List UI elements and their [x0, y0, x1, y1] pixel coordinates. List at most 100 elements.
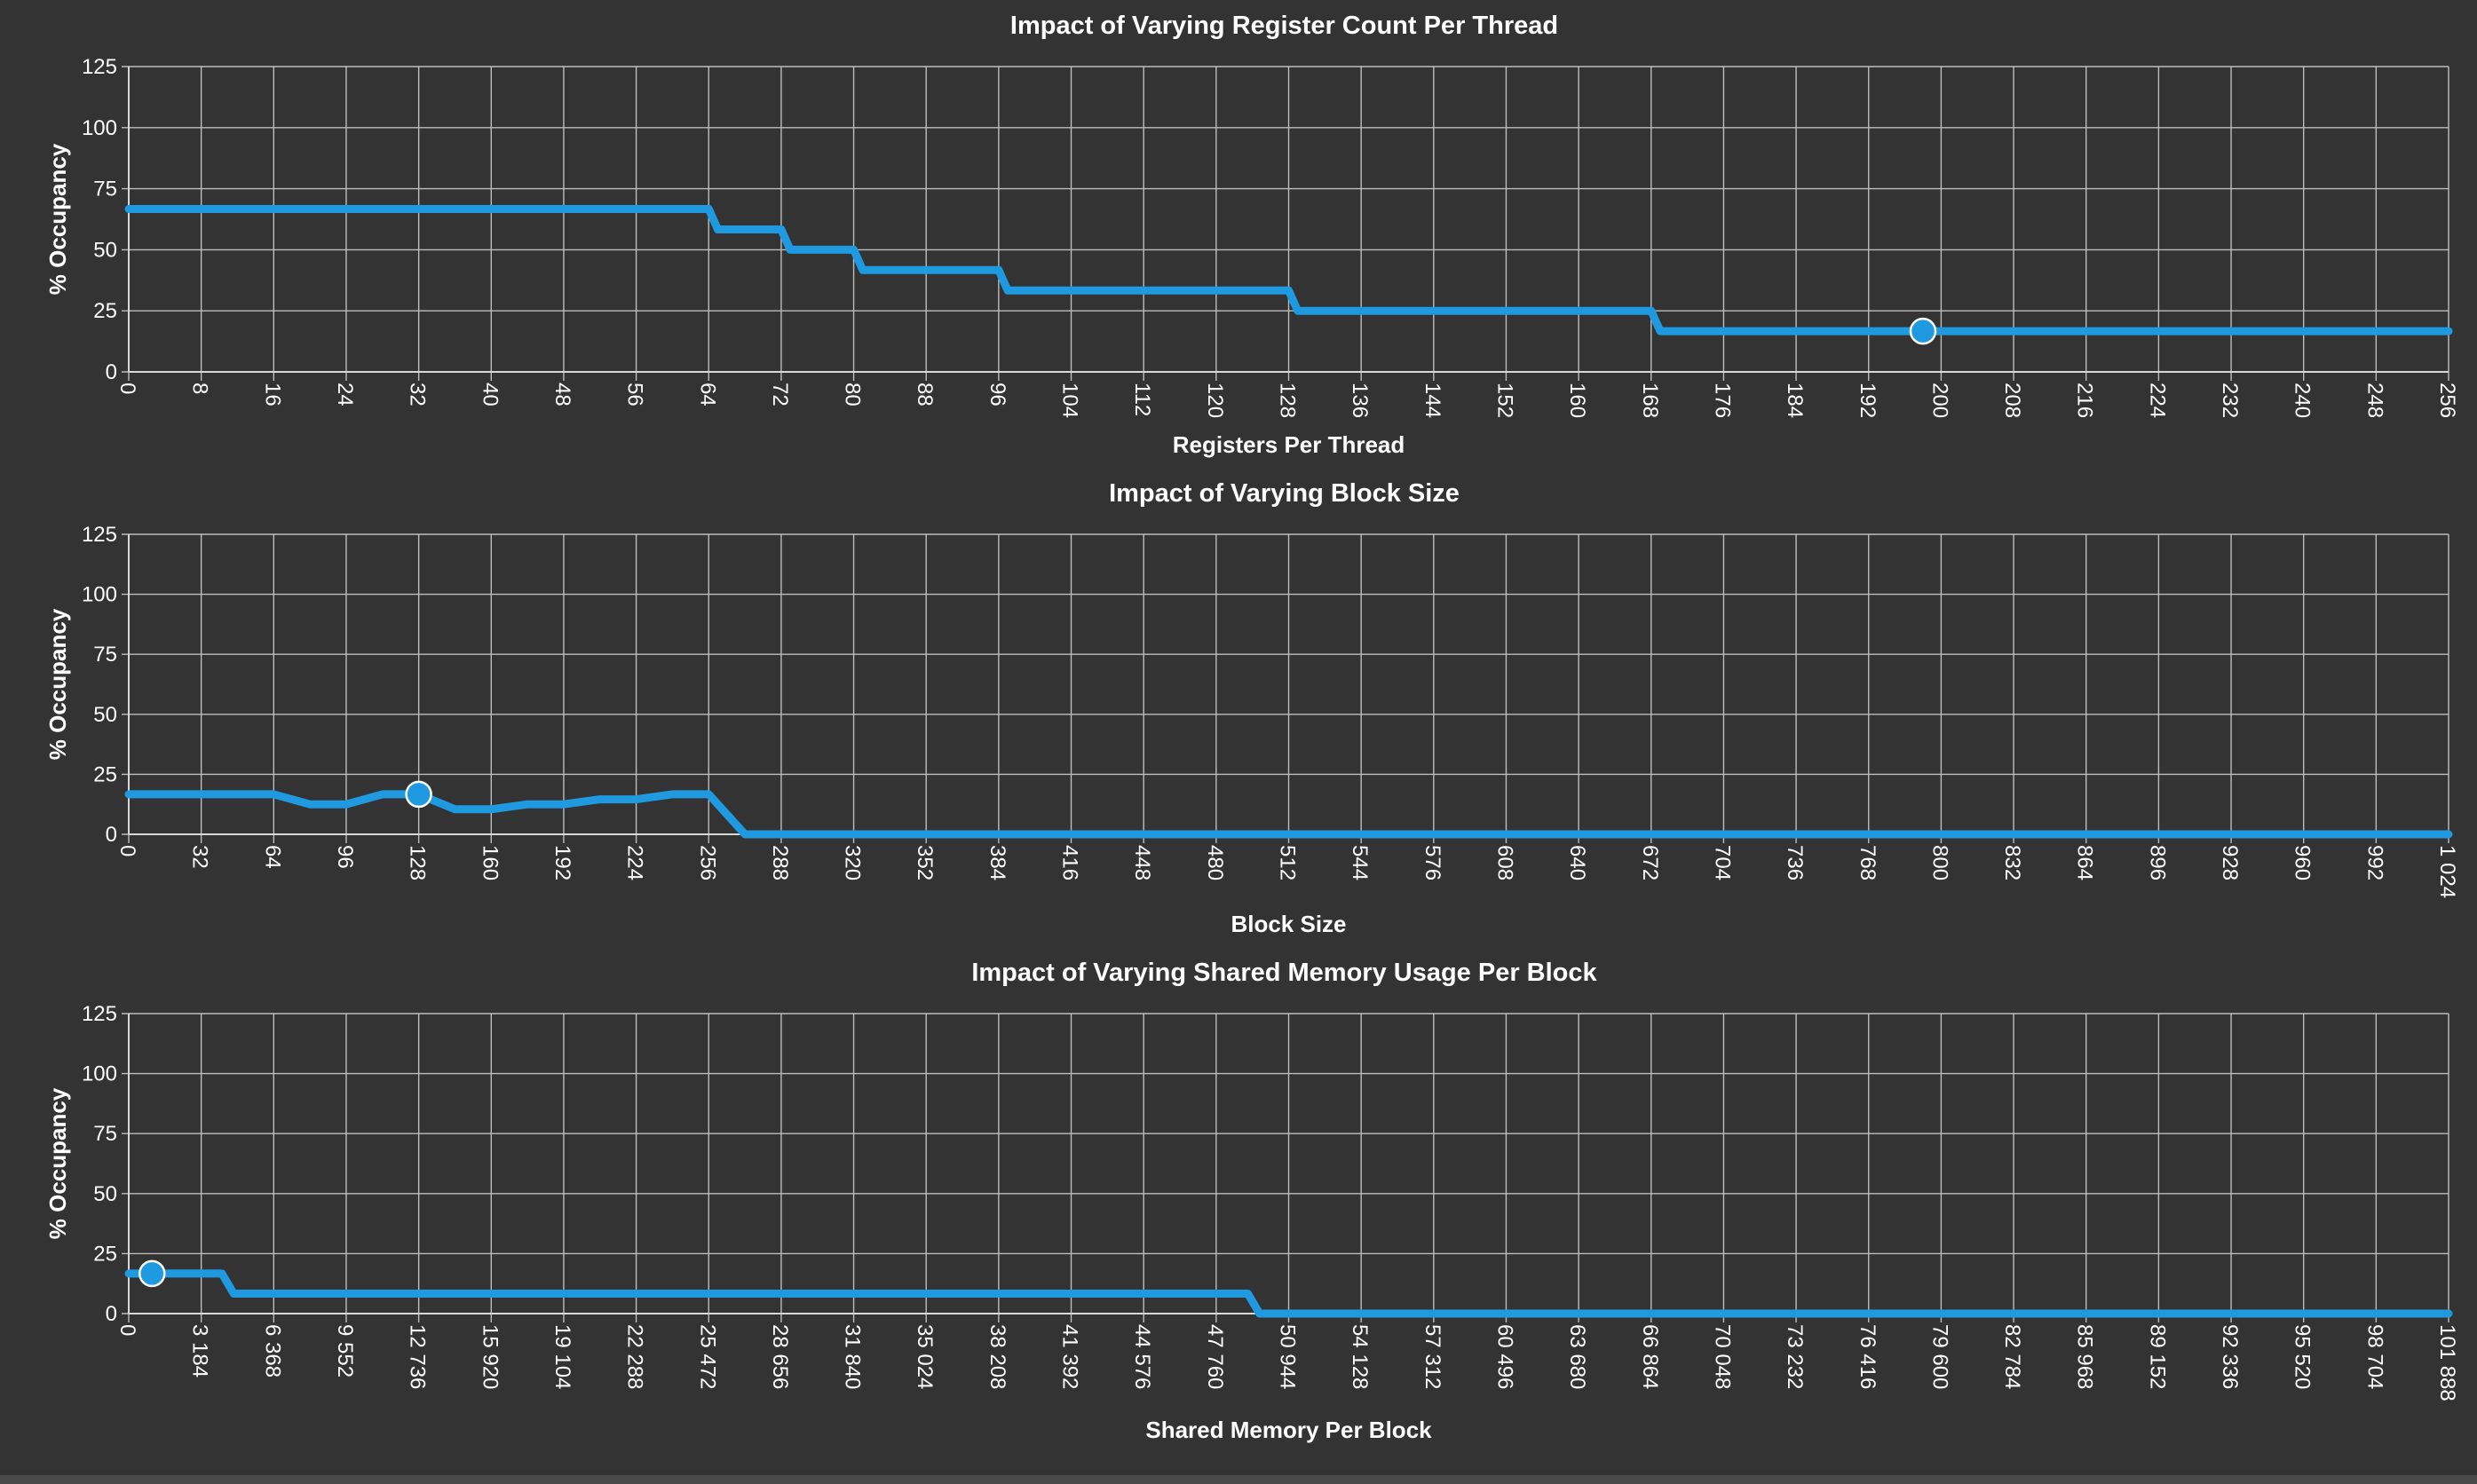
x-tick-label: 40 [478, 383, 502, 407]
x-tick-label: 960 [2291, 845, 2315, 880]
x-tick-label: 168 [1638, 383, 1662, 418]
x-tick-label: 28 656 [768, 1324, 792, 1389]
chart-1: Impact of Varying Register Count Per Thr… [44, 12, 2459, 458]
y-tick-label: 100 [82, 583, 117, 607]
y-tick-label: 50 [93, 238, 117, 262]
x-tick-label: 224 [623, 845, 647, 880]
y-tick-label: 125 [82, 1002, 117, 1026]
x-tick-label: 89 152 [2145, 1324, 2169, 1389]
chart-title: Impact of Varying Block Size [1109, 479, 1460, 508]
x-tick-label: 736 [1783, 845, 1807, 880]
bottom-scrollbar-track[interactable] [0, 1475, 2477, 1484]
y-tick-label: 75 [93, 643, 117, 667]
x-axis-label: Shared Memory Per Block [1145, 1417, 1432, 1443]
x-tick-label: 152 [1492, 383, 1516, 418]
x-tick-label: 96 [985, 383, 1009, 407]
y-tick-label: 0 [106, 1302, 117, 1326]
x-tick-label: 19 104 [550, 1324, 574, 1389]
x-axis-label: Registers Per Thread [1173, 431, 1405, 458]
x-tick-label: 192 [550, 845, 574, 880]
x-tick-label: 25 472 [695, 1324, 719, 1389]
x-tick-label: 232 [2218, 383, 2242, 418]
x-tick-label: 928 [2218, 845, 2242, 880]
x-tick-label: 0 [115, 1324, 139, 1336]
y-axis-label: % Occupancy [44, 1087, 71, 1239]
x-tick-label: 76 416 [1856, 1324, 1880, 1389]
x-tick-label: 38 208 [985, 1324, 1009, 1389]
x-tick-label: 3 184 [188, 1324, 212, 1377]
x-tick-label: 184 [1783, 383, 1807, 418]
chart-3: Impact of Varying Shared Memory Usage Pe… [44, 959, 2459, 1443]
chart-2: Impact of Varying Block Size 0 32 64 96 128 16… [44, 479, 2459, 937]
x-axis-label: Block Size [1231, 911, 1346, 937]
x-tick-label: 120 [1203, 383, 1227, 418]
x-tick-label: 50 944 [1276, 1324, 1300, 1389]
x-tick-label: 704 [1710, 845, 1734, 880]
x-tick-label: 896 [2145, 845, 2169, 880]
current-config-marker [405, 780, 432, 809]
x-tick-label: 256 [695, 845, 719, 880]
x-tick-label: 92 336 [2218, 1324, 2242, 1389]
x-tick-label: 384 [985, 845, 1009, 880]
x-tick-label: 480 [1203, 845, 1227, 880]
y-tick-label: 25 [93, 762, 117, 786]
x-tick-label: 72 [768, 383, 792, 407]
x-tick-label: 256 [2435, 383, 2459, 418]
x-tick-label: 80 [841, 383, 865, 407]
y-tick-label: 125 [82, 523, 117, 547]
x-tick-label: 82 784 [2000, 1324, 2024, 1389]
y-tick-label: 0 [106, 360, 117, 384]
x-tick-label: 32 [406, 383, 430, 407]
x-tick-label: 128 [406, 845, 430, 880]
x-tick-label: 48 [550, 383, 574, 407]
x-tick-label: 73 232 [1783, 1324, 1807, 1389]
x-tick-label: 12 736 [406, 1324, 430, 1389]
x-tick-label: 320 [841, 845, 865, 880]
x-tick-label: 992 [2362, 845, 2386, 880]
x-tick-label: 47 760 [1203, 1324, 1227, 1389]
x-tick-label: 800 [1927, 845, 1951, 880]
x-tick-label: 85 968 [2073, 1324, 2097, 1389]
x-tick-label: 0 [115, 383, 139, 394]
y-axis-label: % Occupancy [44, 608, 71, 760]
x-tick-label: 24 [333, 383, 357, 407]
x-tick-label: 416 [1058, 845, 1082, 880]
x-tick-label: 64 [695, 383, 719, 407]
x-tick-label: 112 [1130, 383, 1154, 416]
x-tick-label: 88 [913, 383, 937, 407]
x-tick-label: 200 [1927, 383, 1951, 418]
x-tick-label: 144 [1421, 383, 1444, 418]
y-axis-label: % Occupancy [44, 143, 71, 295]
x-tick-label: 32 [188, 845, 212, 869]
x-tick-label: 128 [1276, 383, 1300, 418]
y-tick-label: 100 [82, 116, 117, 140]
x-tick-label: 79 600 [1927, 1324, 1951, 1389]
occupancy-series-line [124, 205, 2453, 335]
x-tick-label: 96 [333, 845, 357, 869]
x-tick-label: 95 520 [2291, 1324, 2315, 1389]
x-tick-label: 288 [768, 845, 792, 880]
x-tick-label: 63 680 [1565, 1324, 1589, 1389]
x-tick-label: 512 [1276, 845, 1300, 880]
x-tick-label: 544 [1348, 845, 1372, 880]
y-tick-label: 0 [106, 823, 117, 847]
x-tick-label: 672 [1638, 845, 1662, 880]
y-tick-label: 75 [93, 178, 117, 201]
x-tick-label: 0 [115, 845, 139, 856]
x-tick-label: 448 [1130, 845, 1154, 880]
x-tick-label: 176 [1710, 383, 1734, 418]
x-tick-label: 160 [478, 845, 502, 880]
x-tick-label: 352 [913, 845, 937, 880]
x-tick-label: 35 024 [913, 1324, 937, 1389]
x-tick-label: 104 [1058, 383, 1082, 418]
x-tick-label: 41 392 [1058, 1324, 1082, 1389]
x-tick-label: 832 [2000, 845, 2024, 880]
occupancy-series-line [124, 790, 2453, 839]
x-tick-label: 640 [1565, 845, 1589, 880]
current-config-marker [138, 1259, 166, 1288]
x-tick-label: 208 [2000, 383, 2024, 418]
x-tick-label: 240 [2291, 383, 2315, 418]
y-tick-label: 125 [82, 55, 117, 79]
chart-title: Impact of Varying Register Count Per Thr… [1010, 12, 1558, 40]
x-tick-label: 576 [1421, 845, 1444, 880]
